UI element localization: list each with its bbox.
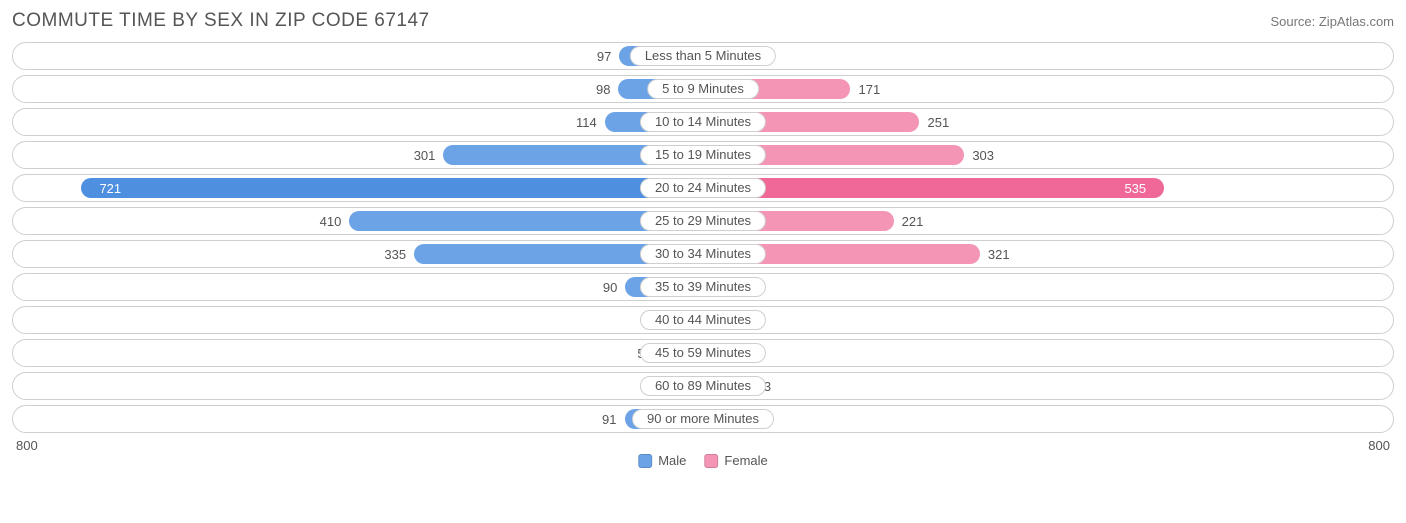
category-label: 90 or more Minutes: [632, 409, 774, 429]
male-bar: [81, 178, 703, 198]
category-label: 40 to 44 Minutes: [640, 310, 766, 330]
chart-title: COMMUTE TIME BY SEX IN ZIP CODE 67147: [12, 10, 430, 32]
male-swatch: [638, 454, 652, 468]
male-value: 98: [596, 76, 610, 104]
category-label: 60 to 89 Minutes: [640, 376, 766, 396]
male-value: 114: [576, 109, 597, 137]
legend-male: Male: [638, 453, 686, 468]
chart-row: Less than 5 Minutes9736: [12, 42, 1394, 70]
male-value: 97: [597, 43, 611, 71]
female-value: 221: [902, 208, 924, 236]
commute-chart: Less than 5 Minutes97365 to 9 Minutes981…: [12, 42, 1394, 433]
chart-row: 90 or more Minutes9146: [12, 405, 1394, 433]
category-label: 45 to 59 Minutes: [640, 343, 766, 363]
male-value: 91: [602, 406, 616, 434]
category-label: 15 to 19 Minutes: [640, 145, 766, 165]
chart-row: 25 to 29 Minutes 410 221: [12, 207, 1394, 235]
chart-row: 30 to 34 Minutes 335 321: [12, 240, 1394, 268]
female-value: 251: [927, 109, 949, 137]
category-label: 35 to 39 Minutes: [640, 277, 766, 297]
legend-male-label: Male: [658, 453, 686, 468]
axis-left-max: 800: [16, 438, 38, 453]
female-value: 321: [988, 241, 1010, 269]
axis-right-max: 800: [1368, 438, 1390, 453]
category-label: 5 to 9 Minutes: [647, 79, 759, 99]
female-bar: [703, 178, 1164, 198]
legend-female: Female: [704, 453, 767, 468]
legend-female-label: Female: [724, 453, 767, 468]
female-value: 535: [1124, 175, 1146, 203]
male-value: 335: [384, 241, 406, 269]
male-value: 410: [320, 208, 342, 236]
chart-row: 45 to 59 Minutes5010: [12, 339, 1394, 367]
category-label: 25 to 29 Minutes: [640, 211, 766, 231]
female-swatch: [704, 454, 718, 468]
male-value: 301: [414, 142, 436, 170]
male-value: 721: [99, 175, 121, 203]
category-label: Less than 5 Minutes: [630, 46, 776, 66]
source-attribution: Source: ZipAtlas.com: [1270, 14, 1394, 29]
legend: Male Female: [638, 453, 768, 468]
female-value: 171: [858, 76, 880, 104]
chart-row: 5 to 9 Minutes 98 171: [12, 75, 1394, 103]
chart-row: 40 to 44 Minutes110: [12, 306, 1394, 334]
chart-row: 15 to 19 Minutes 301 303: [12, 141, 1394, 169]
category-label: 30 to 34 Minutes: [640, 244, 766, 264]
female-value: 303: [972, 142, 994, 170]
male-value: 90: [603, 274, 617, 302]
chart-row: 10 to 14 Minutes 114 251: [12, 108, 1394, 136]
category-label: 20 to 24 Minutes: [640, 178, 766, 198]
chart-row: 35 to 39 Minutes9017: [12, 273, 1394, 301]
chart-row: 60 to 89 Minutes1953: [12, 372, 1394, 400]
chart-row: 20 to 24 Minutes 721 535: [12, 174, 1394, 202]
category-label: 10 to 14 Minutes: [640, 112, 766, 132]
